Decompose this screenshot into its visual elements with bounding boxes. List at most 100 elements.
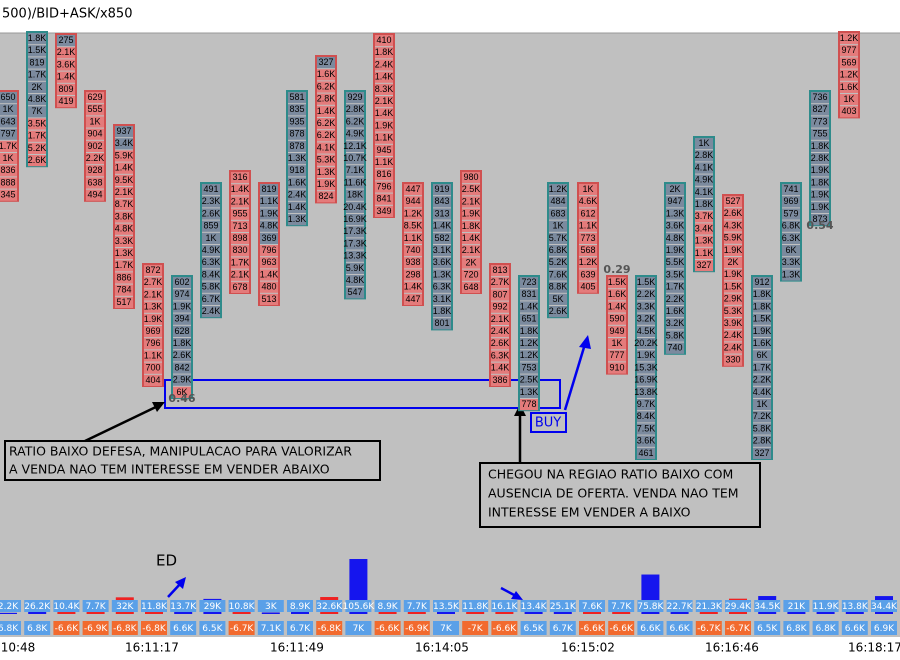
footprint-value: 888 [0, 177, 15, 187]
footprint-cell [608, 350, 626, 362]
footprint-cell [579, 220, 597, 232]
footprint-value: 7K [31, 106, 42, 116]
footprint-value: 1.9K [462, 209, 481, 219]
footprint-value: 842 [174, 362, 189, 372]
footprint-value: 773 [580, 233, 595, 243]
footprint-value: 4.9K [695, 175, 714, 185]
delta-label: -6.6K [493, 624, 518, 634]
footprint-cell [202, 196, 220, 208]
footprint-value: 1.3K [520, 387, 539, 397]
footprint-value: 1.1K [260, 196, 279, 206]
footprint-value: 4.8K [346, 275, 365, 285]
title-bar [0, 0, 900, 33]
footprint-value: 547 [347, 287, 362, 297]
footprint-cell [695, 235, 713, 247]
footprint-cell [86, 153, 104, 165]
footprint-cell [491, 289, 509, 301]
footprint-value: 2.5K [520, 375, 539, 385]
footprint-value: 639 [580, 269, 595, 279]
footprint-cell [202, 208, 220, 220]
footprint-cell [0, 116, 17, 128]
footprint-cell [753, 350, 771, 362]
delta-label: 6.6K [173, 624, 194, 634]
footprint-value: 2.8K [695, 150, 714, 160]
footprint-cell [202, 269, 220, 281]
footprint-value: 6.8K [549, 245, 568, 255]
footprint-cell [317, 93, 335, 105]
footprint-cell [86, 116, 104, 128]
volume-label: 22.7K [667, 602, 694, 612]
footprint-cell [288, 165, 306, 177]
footprint-value: 2.1K [375, 96, 394, 106]
footprint-value: 1.4K [288, 202, 307, 212]
footprint-value: 3.3K [782, 257, 801, 267]
footprint-value: 977 [841, 45, 856, 55]
footprint-cell [724, 208, 742, 220]
footprint-cell [608, 362, 626, 374]
footprint-cell [288, 153, 306, 165]
footprint-cell [433, 208, 451, 220]
volume-label: 11.9K [813, 602, 840, 612]
footprint-cell [491, 338, 509, 350]
footprint-value: 2.1K [462, 245, 481, 255]
footprint-cell [317, 166, 335, 178]
footprint-cell [753, 386, 771, 398]
footprint-cell [608, 325, 626, 337]
delta-cell [141, 621, 167, 635]
footprint-cell [724, 196, 742, 208]
footprint-value: 405 [580, 282, 595, 292]
volume-label-bg [257, 600, 284, 612]
footprint-cell [695, 223, 713, 235]
footprint-value: 1K [89, 116, 100, 126]
footprint-value: 898 [232, 233, 247, 243]
footprint-cell [288, 92, 306, 104]
footprint-value: 969 [145, 326, 160, 336]
footprint-cell [288, 177, 306, 189]
delta-label: -7K [468, 624, 484, 634]
footprint-value: 740 [405, 245, 420, 255]
footprint-cell [549, 306, 567, 318]
footprint-cell [520, 325, 538, 337]
volume-label: 7.7K [407, 602, 428, 612]
footprint-value: 8.7K [115, 199, 134, 209]
footprint-cell [637, 277, 655, 289]
delta-label: 7K [353, 624, 366, 634]
footprint-value: 3.7K [695, 211, 714, 221]
footprint-value: 902 [87, 141, 102, 151]
delta-label: 6.7K [290, 624, 311, 634]
footprint-value: 1K [843, 94, 854, 104]
footprint-value: 836 [0, 165, 15, 175]
footprint-cell [579, 269, 597, 281]
footprint-cell [404, 293, 422, 305]
footprint-cell [549, 293, 567, 305]
footprint-value: 345 [0, 190, 15, 200]
footprint-value: 720 [463, 270, 478, 280]
time-label: 16:11:17 [125, 641, 179, 655]
footprint-value: 753 [521, 362, 536, 372]
volume-label: 34.4K [871, 602, 898, 612]
footprint-cell [404, 208, 422, 220]
footprint-value: 447 [405, 294, 420, 304]
footprint-cell [346, 226, 364, 238]
footprint-cell [173, 386, 191, 398]
delta-label: 7.1K [261, 624, 282, 634]
volume-bar [583, 610, 601, 614]
footprint-cell [724, 293, 742, 305]
footprint-cell [375, 205, 393, 217]
footprint-cell [724, 244, 742, 256]
volume-label-bg [287, 600, 313, 612]
footprint-value: 5.9K [724, 233, 743, 243]
footprint-cell [375, 144, 393, 156]
footprint-value: 513 [261, 294, 276, 304]
delta-label: -6.7K [697, 624, 722, 634]
footprint-cell [231, 257, 249, 269]
footprint-value: 5.9K [115, 150, 134, 160]
footprint-value: 2.6K [549, 306, 568, 316]
footprint-value: 1.3K [666, 208, 685, 218]
footprint-cell [579, 281, 597, 293]
footprint-cell [0, 140, 17, 152]
footprint-value: 912 [754, 277, 769, 287]
footprint-cell [549, 257, 567, 269]
footprint-cell [433, 281, 451, 293]
footprint-value: 929 [347, 92, 362, 102]
